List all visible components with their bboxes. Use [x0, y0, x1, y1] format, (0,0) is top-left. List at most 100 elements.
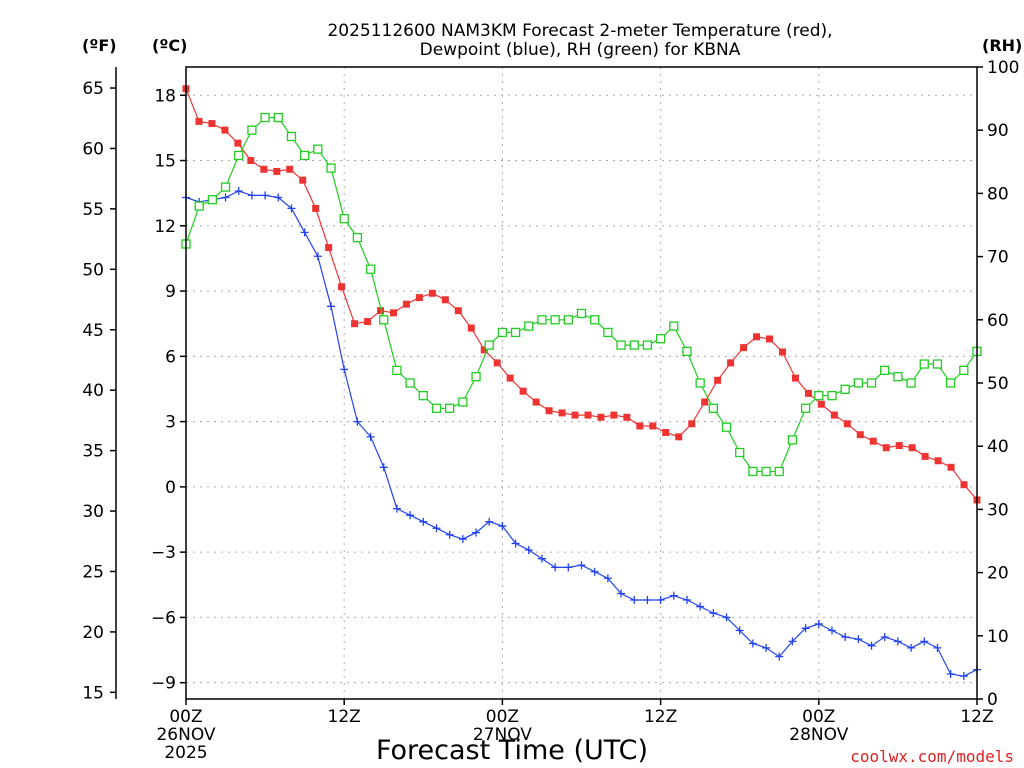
- rh-point: [932, 359, 943, 369]
- unit-label-rh: (RH): [982, 36, 1022, 55]
- time-tick-label: 00Z: [169, 707, 202, 727]
- celsius-tick-label: 15: [154, 152, 176, 172]
- time-tick-label: 12Z: [960, 707, 993, 727]
- celsius-tick-label: −6: [151, 608, 176, 628]
- dewpoint-point: [379, 463, 388, 472]
- temperature-point: [662, 428, 670, 436]
- rh-tick-label: 20: [987, 564, 1009, 584]
- dewpoint-point: [603, 574, 612, 583]
- rh-point: [484, 340, 494, 350]
- temperature-point: [675, 433, 683, 441]
- dewpoint-point: [762, 643, 771, 652]
- rh-point: [524, 321, 534, 331]
- dewpoint-point: [577, 561, 586, 570]
- rh-point: [392, 365, 402, 376]
- temperature-point: [934, 457, 942, 465]
- rh-point: [405, 378, 415, 388]
- temperature-point: [947, 463, 955, 471]
- rh-tick-label: 30: [987, 500, 1009, 520]
- rh-point: [550, 315, 560, 325]
- temperature-point: [895, 442, 903, 450]
- temperature-point: [312, 204, 320, 212]
- celsius-tick-label: −3: [151, 543, 176, 563]
- temperature-point: [688, 420, 696, 428]
- dewpoint-point: [432, 524, 441, 533]
- dewpoint-point: [854, 635, 863, 644]
- rh-point: [418, 390, 428, 401]
- dewpoint-point: [551, 563, 560, 572]
- temperature-point: [791, 374, 799, 382]
- fahrenheit-axis: 65 60 55 50 45 40 35 30 25 20 15: [82, 79, 116, 703]
- fahrenheit-tick-label: 20: [82, 623, 104, 643]
- dewpoint-point: [313, 252, 322, 261]
- dewpoint-point: [893, 637, 902, 646]
- rh-point: [537, 315, 547, 325]
- rh-point: [880, 365, 890, 376]
- date-tick-label: 28NOV: [789, 725, 848, 745]
- temperature-point: [221, 126, 229, 134]
- dewpoint-point: [472, 528, 481, 537]
- temperature-point: [506, 374, 514, 382]
- temperature-point: [208, 120, 216, 128]
- time-tick-label: 00Z: [802, 707, 835, 727]
- temperature-point: [856, 431, 864, 439]
- dewpoint-point: [617, 589, 626, 598]
- temperature-point: [908, 444, 916, 452]
- temperature-point: [766, 335, 774, 343]
- dewpoint-point: [537, 554, 546, 563]
- rh-point: [352, 232, 363, 243]
- dewpoint-point: [353, 417, 362, 426]
- dewpoint-point: [656, 596, 665, 605]
- dewpoint-point: [841, 632, 850, 641]
- dewpoint-point: [221, 193, 230, 202]
- rh-point: [563, 315, 573, 325]
- dewpoint-point: [498, 522, 507, 531]
- dewpoint-point: [366, 432, 375, 441]
- rh-point: [853, 378, 863, 388]
- dewpoint-point: [827, 626, 836, 635]
- rh-point: [708, 403, 718, 413]
- rh-point: [273, 112, 283, 123]
- dewpoint-point: [445, 530, 454, 539]
- temperature-point: [636, 422, 644, 430]
- rh-tick-label: 0: [987, 690, 998, 710]
- celsius-tick-label: 12: [154, 217, 176, 237]
- rh-point: [721, 422, 732, 432]
- temperature-point: [260, 165, 268, 173]
- unit-label-fahrenheit: (ºF): [82, 36, 117, 55]
- rh-point: [735, 447, 745, 458]
- chart-title-line2: Dewpoint (blue), RH (green) for KBNA: [420, 40, 741, 60]
- rh-point: [695, 378, 705, 388]
- series-2: [181, 112, 982, 477]
- temperature-point: [843, 420, 851, 428]
- dewpoint-point: [247, 191, 256, 200]
- chart-title-line1: 2025112600 NAM3KM Forecast 2-meter Tempe…: [327, 21, 832, 41]
- series-layer: [181, 85, 982, 681]
- rh-point: [866, 378, 877, 388]
- rh-tick-label: 70: [987, 248, 1009, 268]
- rh-point: [247, 125, 257, 135]
- temperature-point: [701, 398, 709, 406]
- date-tick-label: 26NOV: [156, 725, 215, 745]
- temperature-point: [869, 437, 877, 445]
- dewpoint-point: [880, 632, 889, 641]
- temperature-point: [714, 376, 722, 384]
- temperature-point: [882, 444, 890, 452]
- dewpoint-point: [788, 637, 797, 646]
- date-tick-label: 27NOV: [473, 725, 532, 745]
- dewpoint-point: [682, 596, 691, 605]
- rh-point: [313, 144, 323, 154]
- dewpoint-point: [300, 228, 309, 237]
- temperature-point: [441, 296, 449, 304]
- rh-tick-label: 10: [987, 627, 1009, 647]
- temperature-point: [610, 411, 618, 419]
- celsius-tick-label: 0: [165, 478, 176, 498]
- rh-point: [207, 195, 218, 205]
- rh-point: [576, 308, 587, 319]
- temperature-point: [247, 157, 255, 165]
- rh-point: [590, 315, 600, 325]
- dewpoint-point: [234, 187, 243, 196]
- dewpoint-point: [406, 511, 415, 520]
- rh-point: [682, 346, 692, 357]
